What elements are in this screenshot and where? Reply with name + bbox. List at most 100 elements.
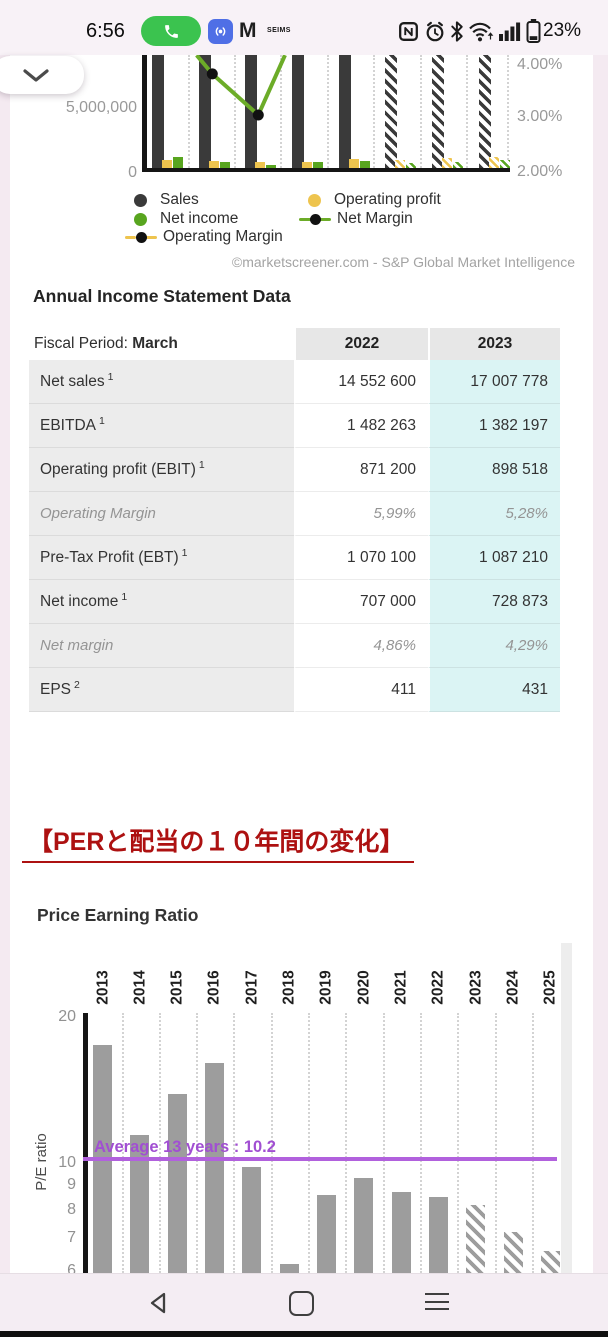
battery-percent: 23% [543, 20, 582, 41]
chart-gridline [121, 1013, 124, 1273]
legend-label: Operating profit [334, 191, 441, 208]
left-axis-tick: 5,000,000 [65, 99, 137, 116]
pe-year-label: 2023 [467, 970, 485, 1005]
chart-attribution: ©marketscreener.com - S&P Global Market … [231, 254, 575, 270]
y-axis-tick: 7 [67, 1229, 76, 1247]
legend-dot-icon [134, 212, 147, 226]
chart-gridline [196, 1013, 199, 1273]
table-header-row: Fiscal Period: March 2022 2023 [29, 328, 560, 360]
operating-profit-bar [255, 162, 265, 168]
pe-year-label: 2017 [243, 970, 261, 1005]
sales-bar [245, 55, 257, 168]
y-axis-tick: 8 [67, 1201, 76, 1218]
table-row: Net income 1 707 000 728 873 [29, 580, 560, 624]
right-axis-tick: 3.00% [517, 108, 563, 125]
status-bar: 6:56 M SEIMS 23 [0, 0, 608, 55]
table-row: Net sales 1 14 552 600 17 007 778 [29, 360, 560, 404]
net-income-bar [220, 162, 230, 168]
net-income-bar [266, 165, 276, 168]
ongoing-call-icon [141, 16, 201, 46]
sales-bar [479, 55, 491, 168]
cell-value-2022: 5,99% [294, 492, 428, 536]
seims-notification-icon: SEIMS [267, 27, 291, 34]
right-axis-tick: 2.00% [517, 163, 563, 180]
y-axis-line [83, 1013, 88, 1273]
cell-value-2023: 17 007 778 [428, 360, 560, 404]
y-axis-tick: 20 [58, 1008, 76, 1025]
screen-bottom-strip [0, 1331, 608, 1337]
chart-gridline [327, 55, 329, 168]
footnote-marker: 1 [181, 547, 188, 560]
chart-gridline [308, 1013, 311, 1273]
pe-bar-2023 [466, 1204, 486, 1273]
android-nav-bar [0, 1273, 608, 1332]
net-income-bar [173, 157, 183, 168]
table-row: Operating Margin 5,99% 5,28% [29, 492, 560, 536]
hotspot-icon [208, 19, 233, 44]
cell-value-2022: 707 000 [294, 580, 428, 624]
income-table-title: Annual Income Statement Data [33, 286, 291, 306]
sales-bar [385, 55, 397, 168]
sales-bar [339, 55, 351, 168]
cell-value-2023: 1 382 197 [428, 404, 560, 448]
left-axis-tick: 0 [128, 164, 137, 181]
pe-bar-2017 [242, 1167, 262, 1273]
nav-recents-button[interactable] [425, 1293, 449, 1316]
nfc-icon [399, 22, 418, 41]
footnote-marker: 2 [74, 679, 80, 692]
bluetooth-icon [451, 21, 463, 42]
chart-gridline [494, 1013, 497, 1273]
cell-value-2022: 4,86% [294, 624, 428, 668]
legend-item-sales: Sales [125, 191, 199, 209]
pe-year-label: 2013 [94, 970, 111, 1005]
operating-profit-bar [395, 160, 405, 168]
chart-gridline [280, 55, 282, 168]
pe-bar-2021 [391, 1192, 411, 1273]
cell-value-2023: 5,28% [428, 492, 560, 536]
section-heading-per-dividend: 【PERと配当の１０年間の変化】 [22, 822, 415, 863]
cell-value-2023: 431 [428, 668, 560, 712]
legend-item-net-income: Net income [125, 210, 238, 228]
legend-label: Operating Margin [163, 228, 283, 245]
average-line-label: Average 13 years : 10.2 [94, 1138, 276, 1156]
clock-time: 6:56 [86, 20, 125, 42]
y-axis-tick: 9 [67, 1176, 76, 1194]
pe-year-label: 2016 [205, 970, 223, 1005]
chart-gridline [382, 1013, 385, 1273]
cell-value-2022: 1 482 263 [294, 404, 428, 448]
legend-line-icon [299, 213, 331, 226]
net-income-bar [453, 162, 463, 168]
collapse-button[interactable] [0, 56, 84, 94]
gmail-icon: M [239, 19, 257, 42]
nav-back-button[interactable] [148, 1291, 172, 1315]
fiscal-period-value: March [132, 335, 178, 352]
cell-value-2022: 14 552 600 [294, 360, 428, 404]
phone-icon [164, 24, 178, 38]
y-axis-tick: 6 [67, 1261, 76, 1273]
sales-bar [152, 55, 164, 168]
income-statement-chart: 5,000,000 0 4.00% 3.00% 2.00% Sales Operating … [10, 55, 593, 285]
year-column-2023: 2023 [428, 328, 560, 360]
cell-value-2022: 1 070 100 [294, 536, 428, 580]
chart-gridline [373, 55, 375, 168]
cell-value-2023: 1 087 210 [428, 536, 560, 580]
pe-chart-title: Price Earning Ratio [37, 905, 199, 925]
net-income-bar [406, 163, 416, 168]
table-row: EPS 2 411 431 [29, 668, 560, 712]
sales-bar [432, 55, 444, 168]
income-statement-table: Fiscal Period: March 2022 2023 Net sales… [29, 328, 560, 712]
net-income-bar [360, 161, 370, 168]
row-label: Operating profit (EBIT) 1 [29, 448, 294, 492]
nav-home-button[interactable] [289, 1291, 314, 1316]
battery-icon [526, 19, 541, 43]
table-row: Pre-Tax Profit (EBT) 1 1 070 100 1 087 210 [29, 536, 560, 580]
legend-line-icon [125, 231, 157, 244]
legend-item-net-margin: Net Margin [299, 210, 413, 228]
legend-marker-dot [135, 231, 147, 243]
legend-dash [146, 235, 157, 239]
fiscal-period-header: Fiscal Period: March [29, 328, 294, 360]
row-label: Net margin [29, 624, 294, 668]
pe-bar-2016 [204, 1062, 224, 1273]
chart-gridline [420, 1013, 423, 1273]
pe-year-label: 2014 [131, 970, 149, 1005]
